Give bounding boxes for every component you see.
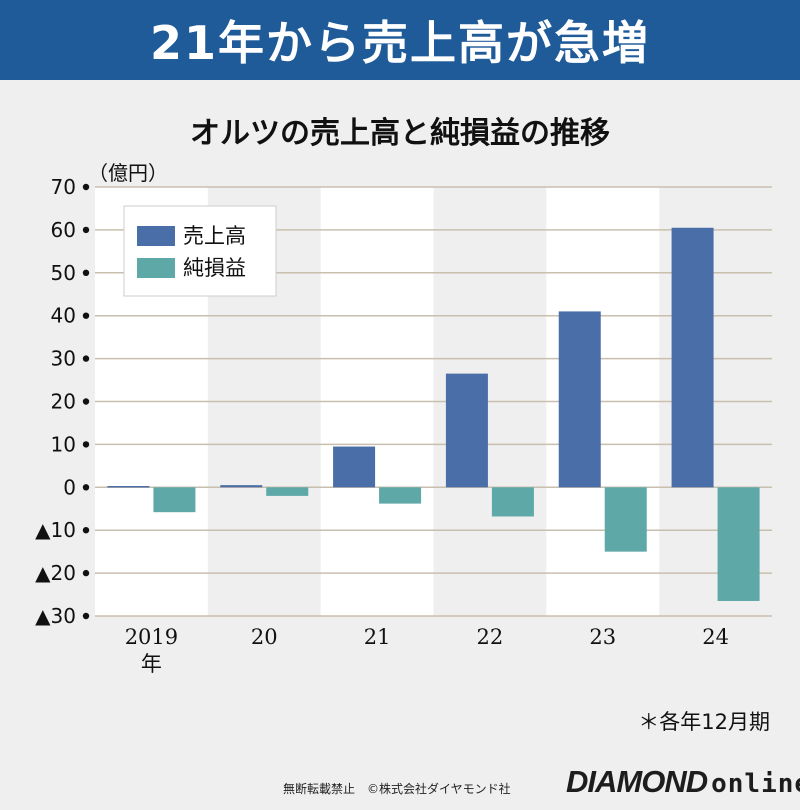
x-tick-suffix: 年 xyxy=(141,652,162,676)
y-tick-label: 30 xyxy=(51,347,76,371)
y-axis-unit: （億円） xyxy=(88,161,168,185)
y-tick-dot xyxy=(82,355,90,362)
y-tick-label: 0 xyxy=(63,475,76,499)
legend-swatch-net xyxy=(137,258,175,278)
y-tick-dot xyxy=(82,569,90,577)
bar-chart: 70 60 50 40 30 20 10 0 ▲10 ▲20 ▲30 2019 20 21 22 23 24 年… xyxy=(35,161,772,676)
net-income-bar xyxy=(604,487,647,552)
sales-bar xyxy=(671,227,714,488)
y-tick-dot xyxy=(82,183,90,191)
x-tick-label: 24 xyxy=(702,625,729,649)
net-income-bar xyxy=(266,487,309,496)
y-tick-dot xyxy=(82,398,90,405)
y-tick-dot xyxy=(82,312,90,319)
x-axis: 2019 20 21 22 23 24 年 xyxy=(125,625,729,676)
net-income-bar xyxy=(491,487,534,517)
x-tick-label: 22 xyxy=(477,625,504,649)
y-tick-dot xyxy=(82,226,90,234)
banner-title: 21年から売上高が急増 xyxy=(149,16,650,70)
y-tick-label: 70 xyxy=(51,175,76,199)
header-banner: 21年から売上高が急増 xyxy=(0,0,800,80)
y-tick-label: 50 xyxy=(51,261,76,285)
sales-bar xyxy=(333,446,376,488)
net-income-bar xyxy=(717,487,760,601)
y-axis: 70 60 50 40 30 20 10 0 ▲10 ▲20 ▲30 xyxy=(35,175,90,628)
sales-bar xyxy=(220,485,263,488)
legend: 売上高 純損益 xyxy=(123,205,277,297)
copyright-notice: 無断転載禁止 ©株式会社ダイヤモンド社 xyxy=(283,782,511,796)
sales-bar xyxy=(107,486,150,488)
y-tick-label: ▲20 xyxy=(35,561,76,585)
y-tick-label: 40 xyxy=(51,304,76,328)
legend-label-net: 純損益 xyxy=(183,256,246,280)
logo-suffix: online xyxy=(711,769,800,799)
sales-bar xyxy=(558,311,601,488)
diamond-online-logo: DIAMOND online xyxy=(566,764,800,800)
x-tick-label: 23 xyxy=(589,625,616,649)
y-tick-dot xyxy=(82,441,90,448)
x-tick-label: 2019 xyxy=(125,625,178,649)
y-tick-dot xyxy=(82,612,90,620)
y-tick-dot xyxy=(82,527,90,534)
y-tick-label: 20 xyxy=(51,390,76,414)
logo-brand: DIAMOND xyxy=(566,764,708,799)
footnote: ＊各年12月期 xyxy=(638,710,770,734)
y-tick-dot xyxy=(82,269,90,276)
y-tick-label: 10 xyxy=(51,432,76,456)
chart-title: オルツの売上高と純損益の推移 xyxy=(190,116,610,151)
net-income-bar xyxy=(379,487,422,504)
y-tick-dot xyxy=(82,484,90,491)
sales-bar xyxy=(445,373,488,488)
x-tick-label: 20 xyxy=(251,625,278,649)
legend-label-sales: 売上高 xyxy=(183,224,246,248)
x-tick-label: 21 xyxy=(364,625,391,649)
y-tick-label: ▲10 xyxy=(35,518,76,542)
legend-swatch-sales xyxy=(137,226,175,246)
y-tick-label: ▲30 xyxy=(35,604,76,628)
net-income-bar xyxy=(153,487,196,513)
bars xyxy=(107,227,760,601)
y-tick-label: 60 xyxy=(51,218,76,242)
